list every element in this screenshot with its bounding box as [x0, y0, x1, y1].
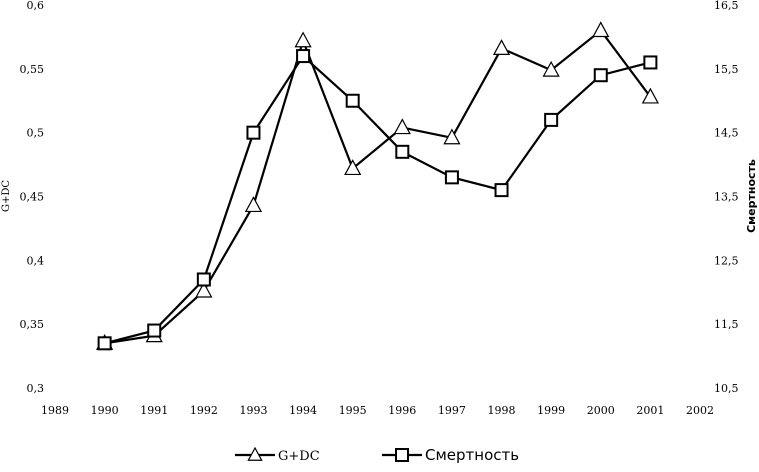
triangle-marker	[344, 159, 362, 176]
square-marker	[345, 93, 360, 108]
left-y-tick-label: 0,5	[27, 127, 45, 140]
x-tick-label: 1997	[438, 404, 466, 417]
left-y-tick-label: 0,45	[20, 191, 45, 204]
right-y-tick-label: 15,5	[714, 63, 739, 76]
x-tick-label: 1999	[537, 404, 565, 417]
x-tick-label: 1991	[140, 404, 168, 417]
x-tick-label: 1995	[339, 404, 367, 417]
triangle-marker	[294, 31, 312, 48]
legend-square-marker	[395, 448, 409, 462]
square-marker	[494, 183, 509, 198]
x-tick-label: 2001	[636, 404, 664, 417]
square-marker	[643, 55, 658, 70]
right-y-tick-label: 14,5	[714, 127, 739, 140]
x-tick-label: 1992	[190, 404, 218, 417]
square-marker	[147, 323, 162, 338]
right-y-tick-label: 10,5	[714, 382, 739, 395]
right-axis-title: Смертность	[745, 159, 758, 233]
square-marker	[296, 49, 311, 64]
triangle-marker	[641, 87, 659, 104]
x-tick-label: 1989	[41, 404, 69, 417]
x-tick-label: 1996	[388, 404, 416, 417]
square-marker	[395, 144, 410, 159]
left-y-tick-label: 0,55	[20, 63, 45, 76]
triangle-marker	[542, 60, 560, 77]
right-y-tick-label: 12,5	[714, 254, 739, 267]
triangle-marker	[592, 21, 610, 38]
triangle-marker	[393, 118, 411, 135]
left-y-tick-label: 0,6	[27, 0, 45, 12]
x-tick-label: 2002	[686, 404, 714, 417]
series-line-mortality	[104, 54, 651, 345]
legend-label: G+DC	[278, 449, 320, 464]
triangle-marker	[492, 39, 511, 56]
triangle-marker	[443, 128, 461, 145]
square-marker	[544, 112, 559, 127]
square-marker	[246, 125, 261, 140]
right-y-tick-label: 11,5	[714, 318, 739, 331]
triangle-marker	[195, 281, 213, 298]
square-marker	[196, 272, 211, 287]
left-axis-title: G+DC	[1, 180, 12, 212]
legend-triangle-marker	[247, 446, 263, 461]
left-y-tick-label: 0,4	[27, 254, 45, 267]
square-marker	[593, 68, 608, 83]
legend-label: Смертность	[425, 446, 519, 464]
left-y-tick-label: 0,3	[27, 382, 45, 395]
right-y-tick-label: 16,5	[714, 0, 739, 12]
triangle-marker	[244, 196, 263, 213]
x-tick-label: 1993	[239, 404, 267, 417]
x-tick-label: 1994	[289, 404, 317, 417]
legend-item: Смертность	[382, 446, 519, 464]
left-y-tick-label: 0,35	[20, 318, 45, 331]
x-tick-label: 2000	[587, 404, 615, 417]
x-tick-label: 1990	[91, 404, 119, 417]
series-line-g-dc	[104, 28, 652, 345]
square-marker	[97, 336, 112, 351]
square-marker	[444, 170, 459, 185]
x-tick-label: 1998	[488, 404, 516, 417]
right-y-tick-label: 13,5	[714, 191, 739, 204]
legend-item: G+DC	[235, 446, 320, 464]
